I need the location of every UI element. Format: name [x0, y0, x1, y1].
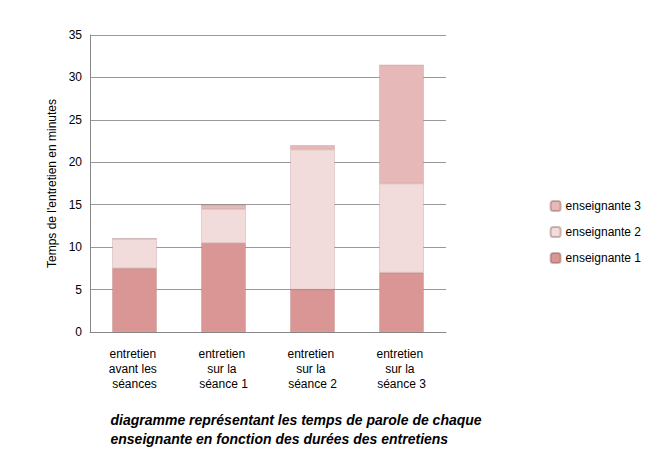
- svg-text:entretien: entretien: [287, 347, 337, 361]
- svg-text:10: 10: [69, 240, 83, 254]
- svg-text:0: 0: [75, 325, 82, 339]
- svg-text:diagramme représentant les tem: diagramme représentant les temps de paro…: [111, 412, 486, 428]
- svg-text:avant les: avant les: [109, 362, 160, 376]
- svg-text:20: 20: [69, 155, 83, 169]
- svg-text:35: 35: [69, 28, 83, 42]
- svg-text:enseignante en fonction des du: enseignante en fonction des durées des e…: [111, 431, 449, 447]
- svg-text:entretien: entretien: [376, 347, 426, 361]
- svg-text:entretien: entretien: [198, 347, 248, 361]
- svg-text:séance 1: séance 1: [199, 377, 248, 391]
- svg-text:séance 2: séance 2: [288, 377, 337, 391]
- svg-text:enseignante 3: enseignante 3: [566, 199, 642, 213]
- svg-text:entretien: entretien: [109, 347, 159, 361]
- svg-text:25: 25: [69, 113, 83, 127]
- svg-text:séance 3: séance 3: [377, 377, 426, 391]
- svg-text:enseignante 2: enseignante 2: [566, 225, 642, 239]
- svg-text:Temps de l'entretien en minute: Temps de l'entretien en minutes: [45, 99, 59, 268]
- svg-text:15: 15: [69, 198, 83, 212]
- svg-text:enseignante 1: enseignante 1: [566, 251, 642, 265]
- svg-text:sur la: sur la: [207, 362, 240, 376]
- svg-text:sur la: sur la: [296, 362, 329, 376]
- svg-text:sur la: sur la: [385, 362, 418, 376]
- svg-text:5: 5: [75, 283, 82, 297]
- svg-text:30: 30: [69, 70, 83, 84]
- svg-text:séances: séances: [112, 377, 157, 391]
